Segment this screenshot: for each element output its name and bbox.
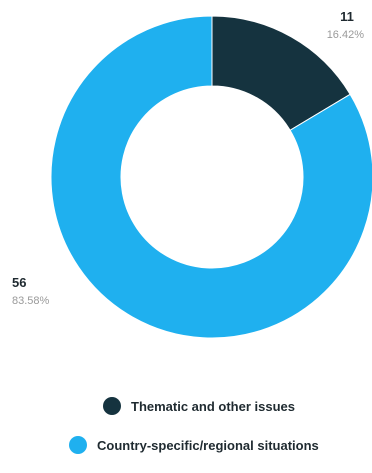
chart-legend: Thematic and other issues Country-specif… [69,395,319,473]
slice-label-percent-country: 83.58% [12,295,50,307]
slice-country[interactable] [50,15,372,339]
legend-item-country[interactable]: Country-specific/regional situations [69,434,319,456]
donut-chart-svg: 11 16.42% 56 83.58% [12,9,372,339]
legend-swatch-country [69,436,87,454]
legend-item-thematic[interactable]: Thematic and other issues [103,395,319,417]
legend-label-thematic: Thematic and other issues [131,398,295,414]
legend-label-country: Country-specific/regional situations [97,437,319,453]
legend-swatch-thematic [103,397,121,415]
slice-label-value-thematic: 11 [340,9,354,24]
slice-label-percent-thematic: 16.42% [327,29,365,41]
donut-chart: 11 16.42% 56 83.58% Thematic and other issu… [12,9,372,454]
slice-label-value-country: 56 [12,275,26,290]
